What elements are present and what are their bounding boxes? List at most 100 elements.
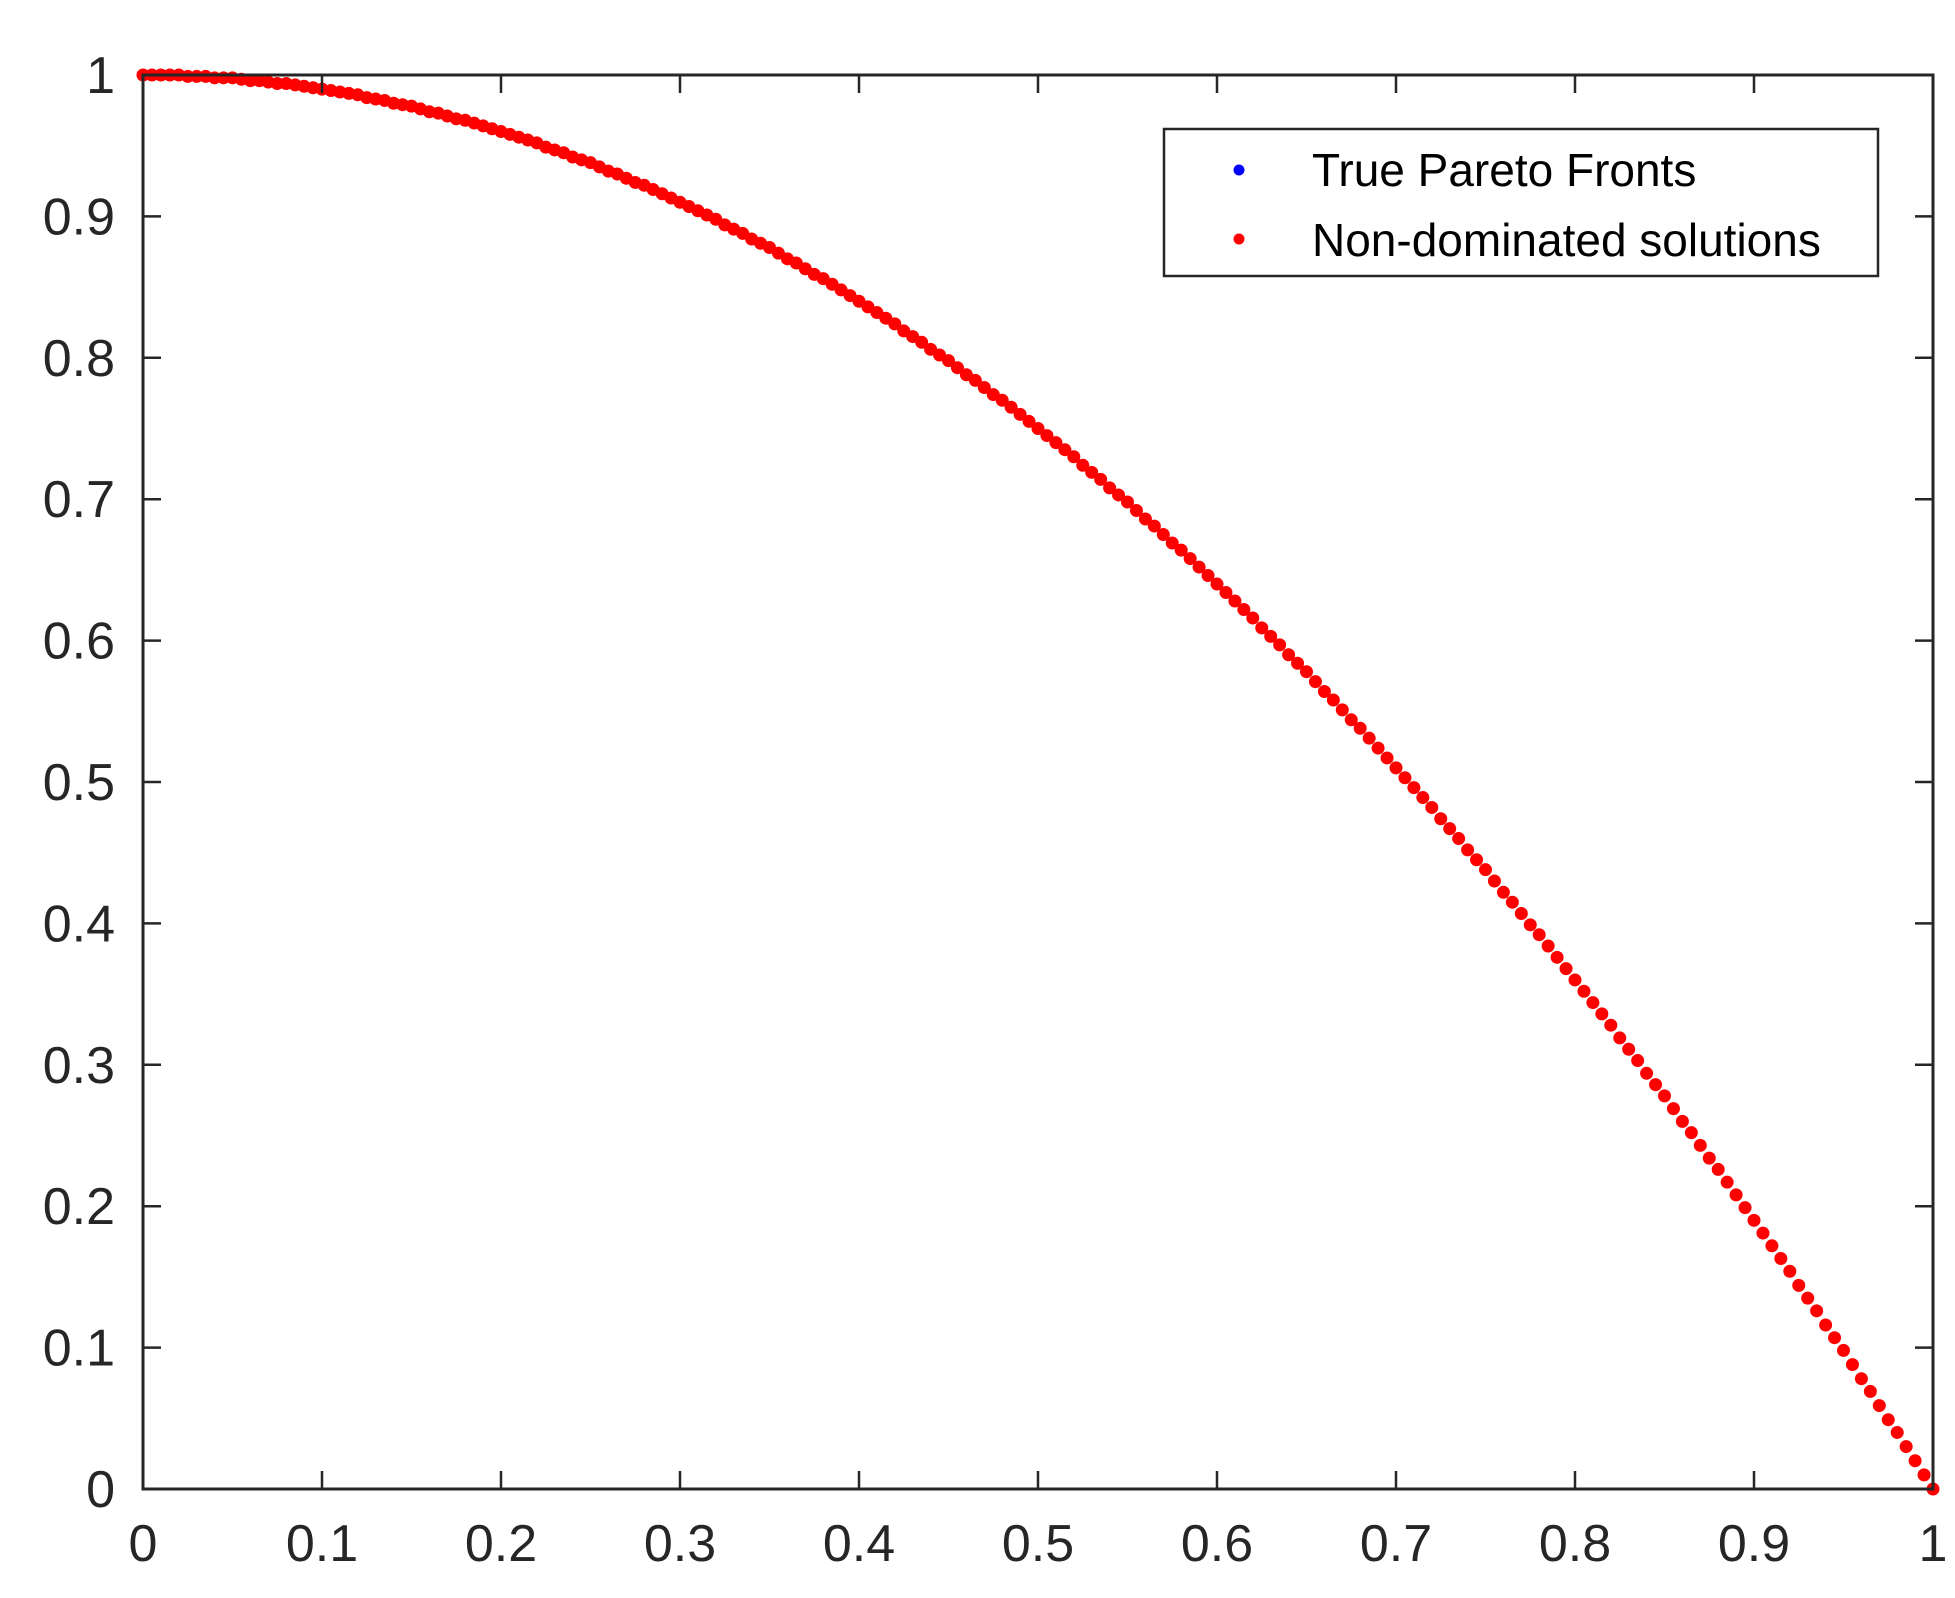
- data-point: [1407, 781, 1421, 795]
- data-point: [1031, 422, 1045, 435]
- data-point: [1470, 853, 1484, 867]
- data-point: [1514, 907, 1528, 921]
- data-point: [1863, 1384, 1877, 1398]
- y-tick-label: 0.9: [43, 188, 115, 246]
- data-point: [1380, 751, 1394, 765]
- data-point: [1398, 771, 1412, 785]
- plot-area-border: [141, 73, 1935, 1491]
- data-point: [1228, 594, 1242, 608]
- data-point: [1022, 414, 1036, 428]
- data-point: [1541, 939, 1555, 953]
- data-point: [1362, 731, 1376, 745]
- y-tick-label: 0.7: [43, 471, 115, 529]
- data-point: [1344, 713, 1358, 727]
- data-point: [1443, 822, 1457, 836]
- data-point: [1532, 928, 1546, 942]
- legend-marker-non-dominated-solutions: [1233, 233, 1245, 245]
- data-point: [1273, 638, 1287, 652]
- data-point: [270, 76, 284, 90]
- legend-marker-true-pareto-fronts: [1233, 164, 1245, 176]
- x-tick-label: 0.7: [1360, 1515, 1432, 1573]
- data-point: [1147, 519, 1161, 533]
- data-point: [950, 361, 964, 375]
- data-point: [1792, 1278, 1806, 1292]
- y-tick-label: 0.6: [43, 613, 115, 671]
- x-axis-tick-labels: 0 0.1 0.2 0.3 0.4 0.5 0.6 0.7 0.8 0.9 1: [129, 1515, 1948, 1573]
- data-point: [1049, 436, 1063, 450]
- data-point: [1308, 675, 1322, 689]
- legend-label-non-dominated-solutions: Non-dominated solutions: [1312, 214, 1821, 266]
- data-point: [1040, 429, 1054, 443]
- data-point: [1103, 481, 1117, 495]
- data-point: [1702, 1151, 1716, 1165]
- data-point: [1738, 1201, 1752, 1215]
- data-point: [1300, 665, 1313, 679]
- data-point: [1810, 1304, 1824, 1318]
- data-point: [1246, 611, 1260, 625]
- data-point: [1425, 800, 1439, 814]
- data-point: [1828, 1331, 1842, 1345]
- legend-label-true-pareto-fronts: True Pareto Fronts: [1312, 144, 1696, 196]
- data-point: [1720, 1175, 1734, 1189]
- data-point: [1550, 950, 1564, 964]
- y-tick-label: 1: [86, 47, 115, 105]
- data-point: [1819, 1318, 1833, 1332]
- data-point: [1237, 602, 1251, 616]
- data-point: [1908, 1454, 1922, 1468]
- data-point: [1872, 1399, 1886, 1413]
- legend-box: [1162, 127, 1880, 278]
- data-point: [888, 317, 902, 331]
- data-point: [1264, 629, 1278, 643]
- data-point: [1559, 962, 1573, 976]
- data-point: [1067, 450, 1081, 464]
- y-axis-tick-labels: 0 0.1 0.2 0.3 0.4 0.5 0.6 0.7 0.8 0.9 1: [43, 47, 115, 1519]
- data-point: [1058, 443, 1072, 457]
- data-point: [1765, 1239, 1779, 1253]
- data-point: [1523, 918, 1537, 932]
- data-point: [968, 373, 982, 387]
- data-point: [1138, 512, 1152, 526]
- data-point: [1640, 1066, 1654, 1080]
- data-point: [243, 74, 257, 88]
- data-point: [1675, 1114, 1689, 1128]
- x-tick-label: 0.4: [823, 1515, 895, 1573]
- x-tick-label: 0.9: [1718, 1515, 1790, 1573]
- legend: True Pareto Fronts Non-dominated solutio…: [1162, 127, 1880, 278]
- data-point: [1004, 400, 1018, 414]
- data-point: [1326, 693, 1340, 707]
- data-point: [1783, 1264, 1797, 1278]
- data-point: [1881, 1413, 1895, 1427]
- x-tick-label: 0.2: [465, 1515, 537, 1573]
- data-point: [1496, 885, 1510, 899]
- data-point: [1183, 552, 1197, 566]
- data-point: [1568, 973, 1582, 987]
- data-point: [995, 393, 1009, 407]
- data-point: [1165, 536, 1179, 550]
- data-point: [942, 354, 955, 368]
- data-point: [1604, 1018, 1618, 1032]
- x-tick-label: 0.3: [644, 1515, 716, 1573]
- data-point: [1684, 1126, 1698, 1140]
- data-point: [1845, 1358, 1859, 1372]
- plot-background: [143, 75, 1933, 1489]
- y-tick-label: 0.5: [43, 754, 115, 812]
- x-tick-label: 1: [1919, 1515, 1948, 1573]
- y-tick-label: 0.2: [43, 1178, 115, 1236]
- series-layer: [136, 68, 1940, 1496]
- data-point: [1416, 791, 1430, 805]
- data-point: [1255, 621, 1269, 635]
- data-point: [1291, 656, 1305, 670]
- x-tick-label: 0.1: [286, 1515, 358, 1573]
- data-point: [1577, 984, 1591, 998]
- data-point: [977, 380, 991, 394]
- data-point: [1129, 504, 1143, 518]
- data-point: [1586, 996, 1600, 1010]
- data-point: [1076, 458, 1090, 472]
- data-point: [1801, 1291, 1815, 1305]
- x-tick-label: 0.5: [1002, 1515, 1074, 1573]
- data-point: [1837, 1343, 1850, 1357]
- series-non-dominated-solutions: [136, 68, 1940, 1496]
- data-point: [1479, 863, 1492, 877]
